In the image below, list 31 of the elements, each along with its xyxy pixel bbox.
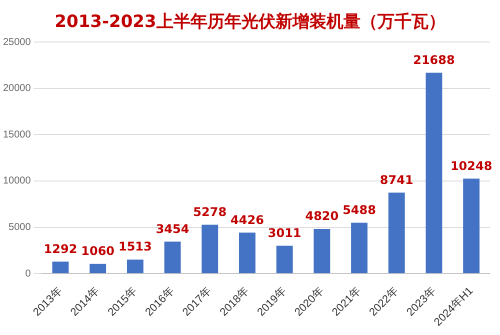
bar	[239, 232, 256, 274]
data-label: 5278	[193, 204, 227, 219]
bar	[314, 228, 330, 274]
chart-title: 2013-2023上半年历年光伏新增装机量（万千瓦）	[54, 11, 446, 32]
y-tick-label: 0	[25, 268, 32, 280]
y-tick-label: 25000	[2, 36, 32, 48]
bar	[90, 264, 106, 274]
y-tick-label: 5000	[8, 222, 32, 234]
bar	[351, 222, 368, 274]
bar	[126, 260, 144, 274]
data-label: 1060	[81, 244, 115, 258]
y-tick-label: 15000	[2, 129, 32, 140]
bar	[426, 72, 442, 274]
bar	[164, 242, 181, 274]
data-label: 3454	[156, 222, 190, 236]
data-label: 4426	[230, 212, 264, 227]
data-label: 8741	[380, 172, 414, 187]
bar	[276, 246, 293, 274]
y-tick-label: 20000	[2, 83, 32, 94]
y-tick-label: 10000	[2, 176, 32, 187]
bar	[463, 178, 480, 274]
data-label: 5488	[342, 202, 376, 217]
data-label: 3011	[268, 226, 302, 240]
data-label: 21688	[413, 52, 455, 67]
bar	[52, 262, 69, 274]
data-label: 1292	[44, 242, 78, 256]
bar	[202, 224, 218, 274]
data-label: 4820	[305, 209, 339, 224]
bar	[388, 192, 405, 274]
data-label: 1513	[118, 240, 152, 254]
data-label: 10248	[450, 158, 492, 173]
